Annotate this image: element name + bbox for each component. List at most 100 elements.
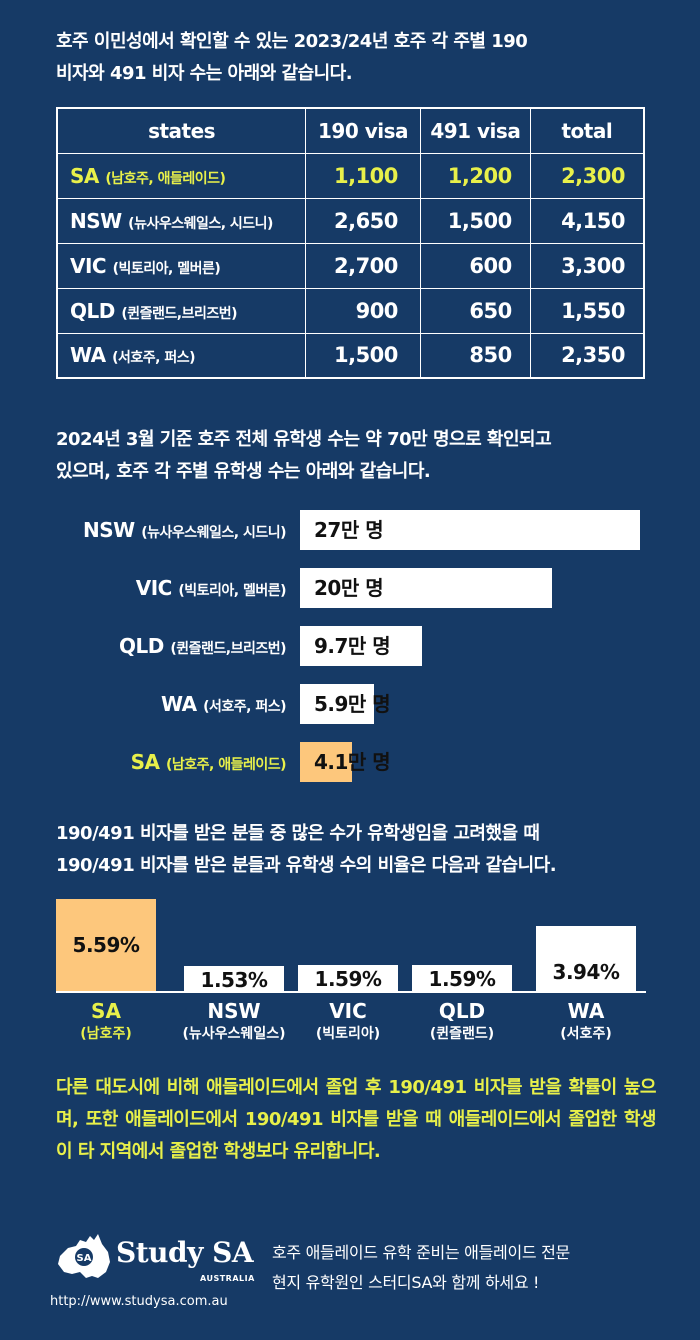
state-name: (남호주, 애들레이드) [165,757,287,773]
logo-text: Study SA [116,1236,254,1269]
state-code: SA [130,750,160,774]
student-bar-row: VIC (빅토리아, 멜버른) 20만 명 [0,568,700,608]
ratio-intro-text: 190/491 비자를 받은 분들 중 많은 수가 유학생임을 고려했을 때 1… [56,823,557,876]
student-bar: 4.1만 명 [300,742,391,782]
state-name: (뉴사우스웨일스, 시드니) [141,525,286,541]
student-bar-label: NSW (뉴사우스웨일스, 시드니) [83,510,286,550]
student-bar-row: WA (서호주, 퍼스) 5.9만 명 [0,684,700,724]
student-bar-label: VIC (빅토리아, 멜버른) [135,568,287,608]
ratio-bar: 1.59% [412,965,512,991]
state-name: (서호주, 퍼스) [112,350,195,367]
state-name: (남호주) [80,1026,132,1042]
state-name: (빅토리아) [315,1026,381,1042]
conclusion-text: 다른 대도시에 비해 애들레이드에서 졸업 후 190/491 비자를 받을 확… [56,1077,657,1162]
student-bar: 9.7만 명 [300,626,422,666]
student-bar: 5.9만 명 [300,684,391,724]
cell-total: 3,300 [529,242,645,289]
visa-intro-text: 호주 이민성에서 확인할 수 있는 2023/24년 호주 각 주별 190 비… [56,31,528,84]
cell-491: 1,500 [419,197,531,244]
ratio-category: QLD (퀸즐랜드) [392,998,532,1044]
table-row: NSW (뉴사우스웨일스, 시드니) 2,650 1,500 4,150 [56,197,645,244]
header-190: 190 visa [305,107,421,154]
table-row: SA (남호주, 애들레이드) 1,100 1,200 2,300 [56,152,645,199]
state-name: (남호주, 애들레이드) [105,170,226,187]
header-states: states [56,107,307,154]
header-491: 491 visa [419,107,531,154]
logo-subtext: AUSTRALIA [200,1274,255,1283]
ratio-bar: 1.53% [184,966,284,992]
visa-table: states 190 visa 491 visa total SA (남호주, … [56,107,645,379]
ratio-bar-label: 1.59% [428,967,496,991]
state-code: VIC [70,253,107,278]
state-code: SA [70,163,99,188]
state-code: QLD [119,634,164,658]
ratio-bar-chart: 5.59% SA (남호주) 1.53% NSW (뉴사우스웨일스) 1.59% VIC (빅토… [56,890,646,1050]
student-bar-label: SA (남호주, 애들레이드) [130,742,287,782]
state-cell: NSW (뉴사우스웨일스, 시드니) [56,197,307,244]
ratio-bar: 5.59% [56,899,156,991]
cell-190: 2,650 [305,197,421,244]
student-bar-row: QLD (퀸즐랜드,브리즈번) 9.7만 명 [0,626,700,666]
ratio-bar: 1.59% [298,965,398,991]
header-total: total [529,107,645,154]
ratio-bar-label: 3.94% [552,960,620,984]
cell-total: 1,550 [529,287,645,334]
student-bar-label: QLD (퀸즐랜드,브리즈번) [119,626,286,666]
ratio-category: SA (남호주) [36,998,176,1044]
student-bar: 27만 명 [300,510,640,550]
state-name: (퀸즐랜드) [429,1026,495,1042]
state-code: NSW [83,518,135,542]
students-intro-text: 2024년 3월 기준 호주 전체 유학생 수는 약 70만 명으로 확인되고 … [56,429,552,482]
cell-491: 1,200 [419,152,531,199]
state-code: WA [567,999,605,1023]
logo-badge: SA [77,1253,92,1264]
state-cell: QLD (퀸즐랜드,브리즈번) [56,287,307,334]
table-row: WA (서호주, 퍼스) 1,500 850 2,350 [56,332,645,379]
footer-message: 호주 애들레이드 유학 준비는 애들레이드 전문 현지 유학원인 스터디SA와 … [272,1243,570,1292]
state-name: (뉴사우스웨일스) [182,1026,286,1042]
cell-190: 900 [305,287,421,334]
state-code: VIC [135,576,173,600]
student-bar: 20만 명 [300,568,552,608]
table-row: VIC (빅토리아, 멜버른) 2,700 600 3,300 [56,242,645,289]
ratio-bar-label: 1.59% [314,967,382,991]
state-code: WA [161,692,197,716]
state-code: WA [70,343,106,368]
state-cell: SA (남호주, 애들레이드) [56,152,307,199]
state-code: NSW [70,208,122,233]
cell-190: 1,500 [305,332,421,379]
state-name: (서호주, 퍼스) [203,699,286,715]
student-bar-row: NSW (뉴사우스웨일스, 시드니) 27만 명 [0,510,700,550]
student-bar-label: WA (서호주, 퍼스) [161,684,286,724]
state-name: (빅토리아, 멜버른) [112,260,221,277]
cell-total: 2,300 [529,152,645,199]
ratio-category: WA (서호주) [516,998,656,1044]
state-name: (퀸즐랜드,브리즈번) [170,641,286,657]
state-code: VIC [329,999,367,1023]
state-code: SA [91,999,121,1023]
cell-190: 2,700 [305,242,421,289]
state-cell: WA (서호주, 퍼스) [56,332,307,379]
website-url[interactable]: http://www.studysa.com.au [50,1294,228,1309]
ratio-bar: 3.94% [536,926,636,991]
cell-491: 600 [419,242,531,289]
state-code: NSW [207,999,261,1023]
chart-baseline [56,991,646,993]
state-name: (빅토리아, 멜버른) [178,583,286,599]
cell-total: 4,150 [529,197,645,244]
student-bar-row: SA (남호주, 애들레이드) 4.1만 명 [0,742,700,782]
table-header-row: states 190 visa 491 visa total [56,107,645,154]
ratio-bar-label: 5.59% [72,933,140,957]
ratio-category: VIC (빅토리아) [278,998,418,1044]
table-row: QLD (퀸즐랜드,브리즈번) 900 650 1,550 [56,287,645,334]
state-code: QLD [70,298,115,323]
state-name: (퀸즐랜드,브리즈번) [121,305,237,322]
ratio-category: NSW (뉴사우스웨일스) [164,998,304,1044]
state-name: (뉴사우스웨일스, 시드니) [128,215,273,232]
state-name: (서호주) [560,1026,612,1042]
cell-491: 650 [419,287,531,334]
ratio-bar-label: 1.53% [200,968,268,992]
cell-total: 2,350 [529,332,645,379]
state-code: QLD [438,999,486,1023]
australia-map-icon: SA [58,1234,110,1278]
